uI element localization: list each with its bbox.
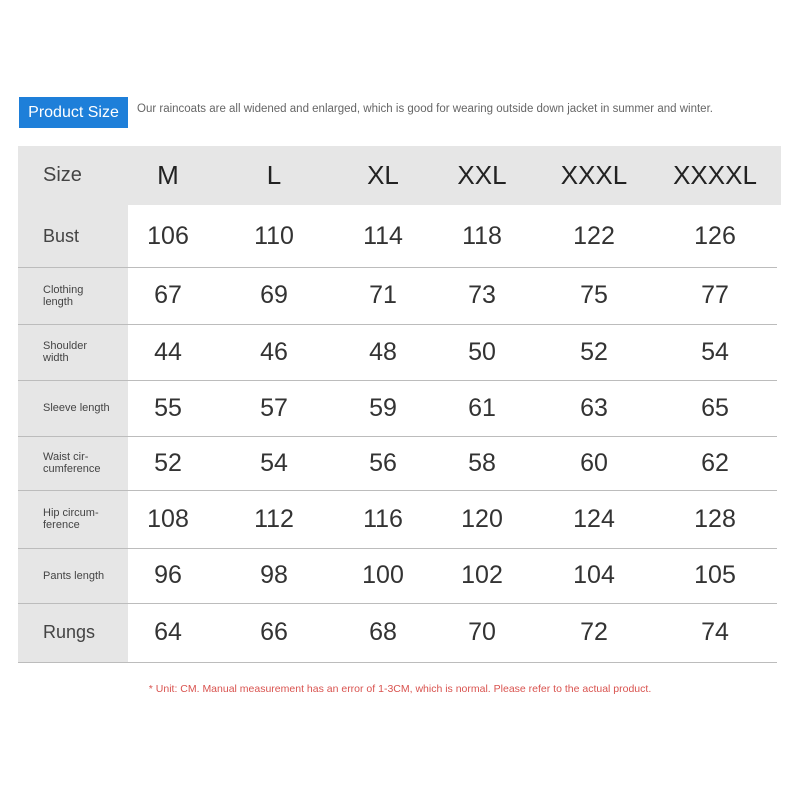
- value-cell: 60: [580, 448, 608, 477]
- value-cell: 98: [260, 561, 288, 589]
- table-row: Hip circum-ference 108 112 116 120 124 128: [18, 490, 777, 549]
- footer-note: * Unit: CM. Manual measurement has an er…: [148, 683, 652, 695]
- value-cell: 58: [468, 448, 496, 477]
- value-cell: 69: [260, 281, 288, 309]
- size-header-cell: XXXL: [560, 160, 628, 190]
- value-cell: 50: [468, 337, 496, 366]
- row-label: Hip circum-ference: [43, 507, 99, 531]
- size-header-cell: XXXXL: [673, 160, 757, 190]
- value-cell: 74: [701, 618, 729, 646]
- value-cell: 122: [573, 221, 615, 250]
- value-cell: 48: [369, 337, 397, 366]
- value-cell: 44: [154, 337, 182, 366]
- value-cell: 104: [573, 561, 615, 589]
- value-cell: 75: [580, 281, 608, 309]
- value-cell: 52: [580, 337, 608, 366]
- size-header-cell: XXL: [457, 160, 507, 190]
- size-header-cell: XL: [367, 160, 399, 190]
- value-cell: 67: [154, 281, 182, 309]
- value-cell: 61: [468, 393, 496, 422]
- intro-text: Our raincoats are all widened and enlarg…: [137, 103, 713, 115]
- value-cell: 57: [260, 393, 288, 422]
- value-cell: 105: [694, 561, 736, 589]
- value-cell: 72: [580, 618, 608, 646]
- value-cell: 71: [369, 281, 397, 309]
- value-cell: 70: [468, 618, 496, 646]
- value-cell: 118: [462, 221, 502, 250]
- value-cell: 62: [701, 448, 729, 477]
- value-cell: 114: [363, 221, 403, 250]
- value-cell: 112: [254, 504, 294, 533]
- value-cell: 54: [260, 448, 288, 477]
- row-label: Pants length: [43, 569, 105, 582]
- size-header-row: [18, 146, 781, 205]
- row-label: Rungs: [43, 622, 96, 642]
- header-row: Size M L XL XXL XXXL XXXXL: [18, 146, 777, 205]
- label-column: [18, 205, 128, 662]
- value-cell: 77: [701, 281, 729, 309]
- row-label: Shoulder width: [43, 340, 88, 364]
- table-row: Sleeve length 55 57 59 61 63 65: [18, 380, 777, 437]
- value-cell: 52: [154, 448, 182, 477]
- row-label: Clothing length: [43, 283, 84, 308]
- value-cell: 96: [154, 561, 182, 589]
- value-cell: 102: [461, 561, 503, 589]
- size-header-cell: M: [157, 160, 179, 190]
- value-cell: 106: [147, 221, 189, 250]
- value-cell: 56: [369, 448, 397, 477]
- value-cell: 64: [154, 618, 182, 646]
- value-cell: 54: [701, 337, 729, 366]
- value-cell: 128: [694, 504, 736, 533]
- row-label: Bust: [43, 225, 80, 246]
- value-cell: 108: [147, 504, 189, 533]
- value-cell: 46: [260, 337, 288, 366]
- table-row: Rungs 64 66 68 70 72 74: [18, 603, 777, 663]
- row-label: Sleeve length: [43, 402, 110, 414]
- table-row: Pants length 96 98 100 102 104 105: [18, 548, 777, 604]
- value-cell: 59: [369, 393, 397, 422]
- value-cell: 126: [694, 221, 736, 250]
- table-row: Bust 106 110 114 118 122 126: [18, 205, 777, 268]
- table-row: Shoulder width 44 46 48 50 52 54: [18, 324, 777, 381]
- row-label: Waist cir-cumference: [43, 451, 101, 475]
- value-cell: 110: [254, 221, 294, 250]
- value-cell: 68: [369, 618, 397, 646]
- product-size-badge: Product Size: [19, 97, 128, 128]
- value-cell: 73: [468, 281, 496, 309]
- value-cell: 100: [362, 561, 404, 589]
- value-cell: 63: [580, 393, 608, 422]
- value-cell: 120: [461, 504, 503, 533]
- value-cell: 55: [154, 393, 182, 422]
- size-header-cell: L: [266, 160, 282, 190]
- table-row: Clothing length 67 69 71 73 75 77: [18, 267, 777, 325]
- size-corner-label: Size: [43, 164, 82, 186]
- value-cell: 124: [573, 504, 615, 533]
- value-cell: 65: [701, 393, 729, 422]
- value-cell: 116: [363, 504, 403, 533]
- table-row: Waist cir-cumference 52 54 56 58 60 62: [18, 436, 777, 491]
- value-cell: 66: [260, 618, 288, 646]
